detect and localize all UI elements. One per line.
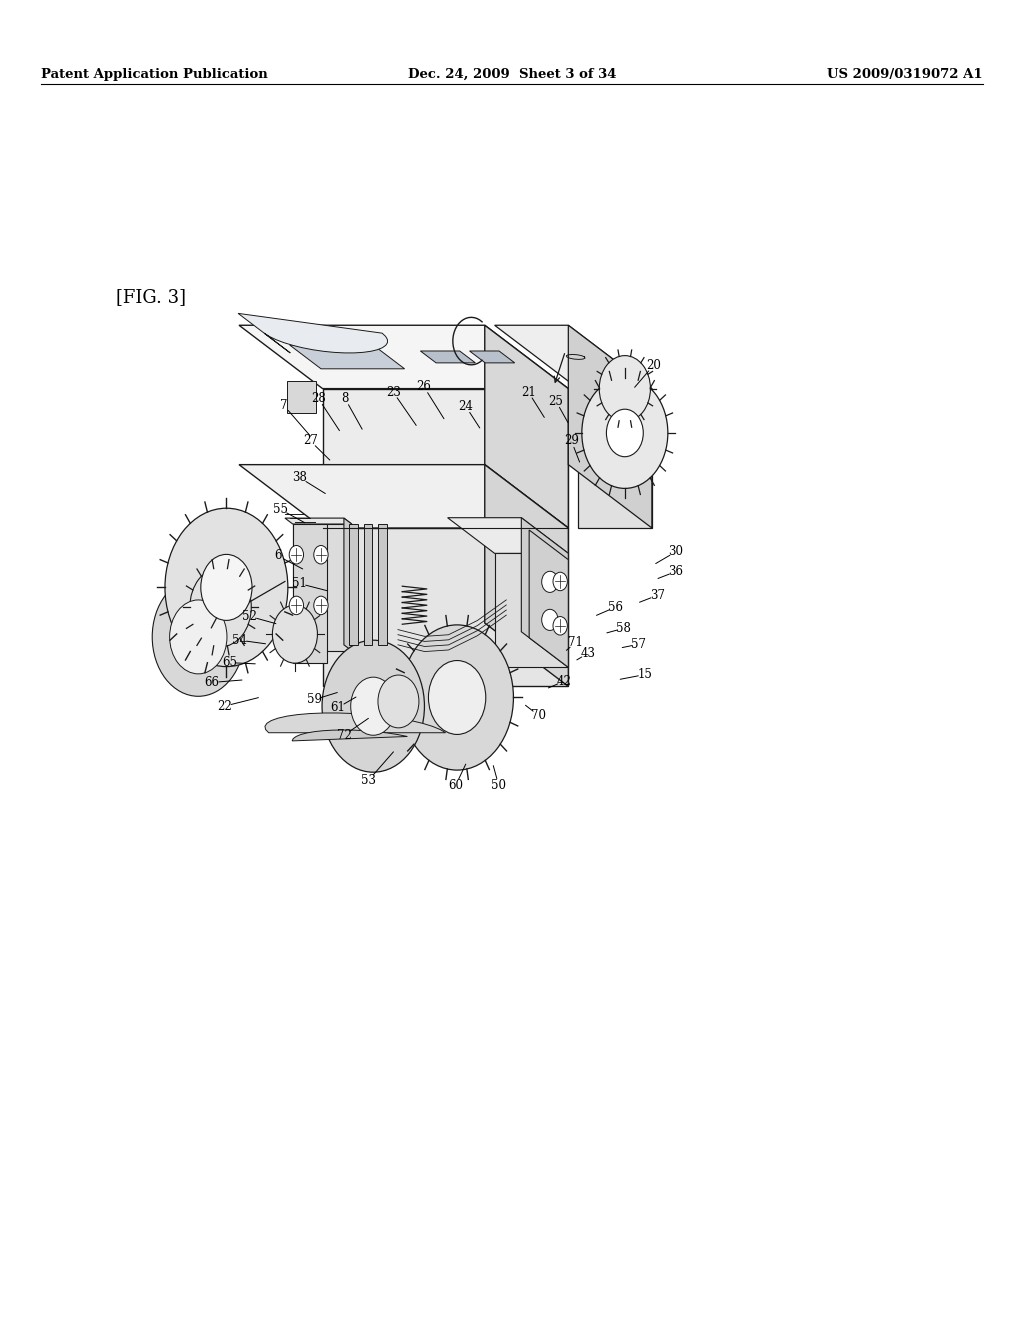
Text: 8: 8: [341, 392, 349, 405]
Polygon shape: [521, 517, 568, 668]
Circle shape: [378, 675, 419, 727]
Text: Patent Application Publication: Patent Application Publication: [41, 69, 267, 81]
Text: 30: 30: [669, 545, 683, 558]
Polygon shape: [239, 465, 568, 528]
Polygon shape: [568, 325, 652, 528]
Circle shape: [428, 660, 485, 734]
Polygon shape: [265, 713, 445, 733]
Text: 72: 72: [337, 729, 351, 742]
Text: 37: 37: [650, 589, 665, 602]
Circle shape: [313, 597, 328, 615]
Text: US 2009/0319072 A1: US 2009/0319072 A1: [827, 69, 983, 81]
Circle shape: [542, 572, 558, 593]
Text: 50: 50: [492, 779, 506, 792]
Text: 53: 53: [361, 774, 376, 787]
Circle shape: [606, 409, 643, 457]
Text: 29: 29: [564, 434, 579, 447]
Polygon shape: [484, 325, 568, 528]
Polygon shape: [323, 388, 568, 528]
Text: 38: 38: [293, 471, 307, 484]
Text: 58: 58: [616, 622, 631, 635]
Polygon shape: [470, 351, 515, 363]
Polygon shape: [287, 381, 316, 413]
Circle shape: [165, 508, 288, 667]
Circle shape: [599, 355, 650, 421]
Circle shape: [542, 610, 558, 631]
Text: [FIG. 3]: [FIG. 3]: [116, 288, 185, 306]
Text: 66: 66: [205, 676, 219, 689]
Text: 23: 23: [386, 385, 400, 399]
Text: 65: 65: [222, 656, 237, 669]
Text: 59: 59: [307, 693, 322, 706]
Text: 60: 60: [449, 779, 463, 792]
Text: 57: 57: [632, 638, 646, 651]
Text: 43: 43: [581, 647, 595, 660]
Text: Dec. 24, 2009  Sheet 3 of 34: Dec. 24, 2009 Sheet 3 of 34: [408, 69, 616, 81]
Circle shape: [272, 605, 317, 663]
Text: 54: 54: [232, 634, 247, 647]
Text: 71: 71: [568, 636, 583, 649]
Circle shape: [289, 545, 303, 564]
Polygon shape: [378, 524, 387, 645]
Polygon shape: [495, 325, 652, 388]
Text: 21: 21: [521, 385, 536, 399]
Text: 24: 24: [459, 400, 473, 413]
Circle shape: [313, 545, 328, 564]
Polygon shape: [239, 325, 568, 388]
Polygon shape: [421, 351, 475, 363]
Polygon shape: [290, 345, 404, 368]
Polygon shape: [349, 524, 357, 645]
Text: 22: 22: [217, 700, 231, 713]
Polygon shape: [579, 388, 652, 528]
Text: 51: 51: [292, 577, 306, 590]
Text: 52: 52: [243, 610, 257, 623]
Text: 15: 15: [638, 668, 652, 681]
Text: 61: 61: [331, 701, 345, 714]
Text: 20: 20: [646, 359, 660, 372]
Polygon shape: [285, 519, 352, 524]
Text: 36: 36: [669, 565, 683, 578]
Polygon shape: [293, 524, 328, 664]
Text: 6: 6: [273, 549, 282, 562]
Text: 27: 27: [303, 434, 317, 447]
Text: 56: 56: [608, 601, 623, 614]
Circle shape: [201, 554, 252, 620]
Circle shape: [289, 597, 303, 615]
Polygon shape: [239, 313, 387, 352]
Circle shape: [323, 640, 425, 772]
Text: 7: 7: [280, 399, 288, 412]
Circle shape: [189, 568, 251, 647]
Circle shape: [582, 378, 668, 488]
Polygon shape: [323, 528, 568, 686]
Circle shape: [170, 599, 227, 675]
Circle shape: [153, 578, 245, 697]
Circle shape: [400, 624, 513, 770]
Polygon shape: [529, 531, 568, 668]
Polygon shape: [364, 524, 373, 645]
Text: 25: 25: [549, 395, 563, 408]
Text: 42: 42: [557, 675, 571, 688]
Text: 26: 26: [417, 380, 431, 393]
Polygon shape: [293, 524, 352, 651]
Polygon shape: [447, 517, 568, 553]
Polygon shape: [292, 730, 408, 741]
Polygon shape: [344, 519, 352, 651]
Text: 70: 70: [531, 709, 546, 722]
Circle shape: [350, 677, 396, 735]
Polygon shape: [495, 553, 568, 668]
Circle shape: [553, 573, 567, 591]
Text: 28: 28: [311, 392, 326, 405]
Circle shape: [553, 616, 567, 635]
Polygon shape: [484, 465, 568, 686]
Text: 55: 55: [273, 503, 288, 516]
